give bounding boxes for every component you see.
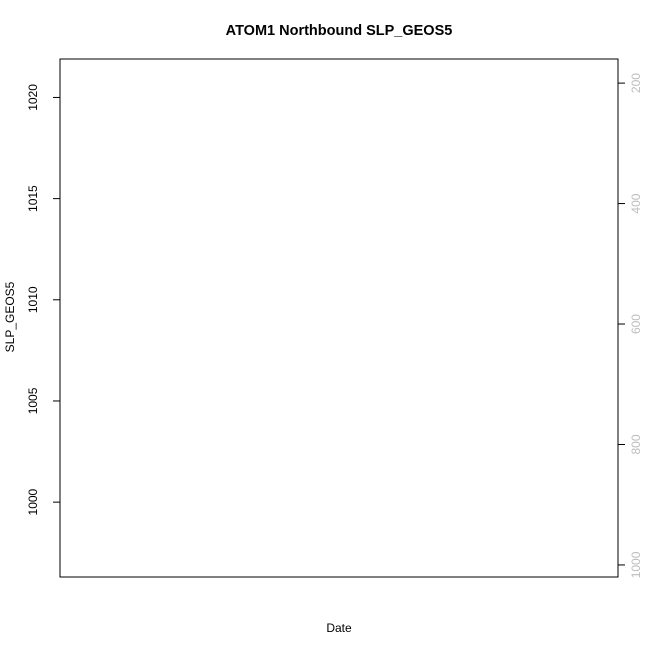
y-tick-label: 1015 — [26, 185, 40, 212]
chart-title: ATOM1 Northbound SLP_GEOS5 — [226, 23, 453, 39]
secondary-y-axis: 200 400 600 800 1000 — [618, 73, 643, 578]
y-tick-label: 1020 — [26, 84, 40, 111]
y2-tick-label: 800 — [629, 434, 643, 454]
y2-tick-label: 400 — [629, 193, 643, 213]
y-axis: 1000 1005 1010 1015 1020 — [26, 84, 60, 515]
y2-tick-label: 200 — [629, 73, 643, 93]
x-axis-label: Date — [326, 621, 352, 635]
y-tick-label: 1010 — [26, 286, 40, 313]
y2-tick-label: 1000 — [629, 551, 643, 578]
y-tick-label: 1000 — [26, 488, 40, 515]
y2-tick-label: 600 — [629, 314, 643, 334]
y-tick-label: 1005 — [26, 387, 40, 414]
plot-frame — [59, 58, 619, 578]
y-axis-label: SLP_GEOS5 — [3, 281, 17, 352]
